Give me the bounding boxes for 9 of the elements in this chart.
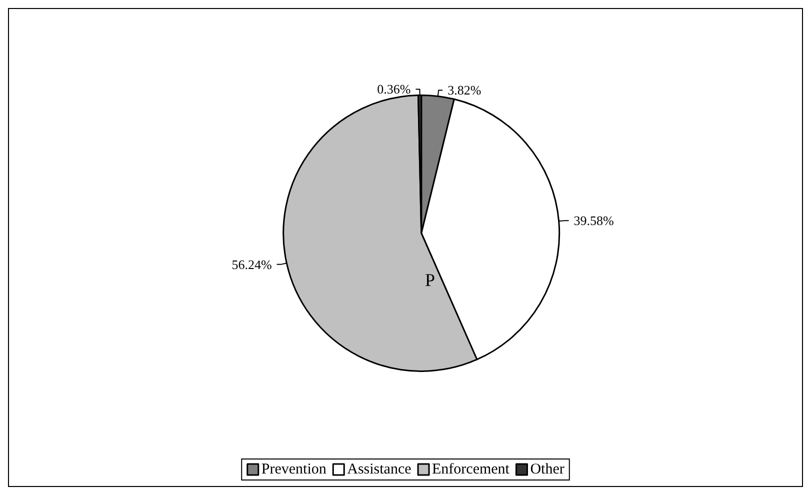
data-label: 3.82%	[448, 82, 482, 98]
legend-label: Prevention	[261, 462, 327, 478]
data-label: 39.58%	[574, 213, 614, 228]
legend-label: Enforcement	[432, 462, 510, 478]
text: P	[425, 270, 436, 290]
legend-label: Other	[530, 462, 564, 478]
data-label: 56.24%	[232, 256, 272, 272]
data-label: 0.36%	[377, 82, 411, 97]
legend-label: Assistance	[347, 462, 412, 478]
